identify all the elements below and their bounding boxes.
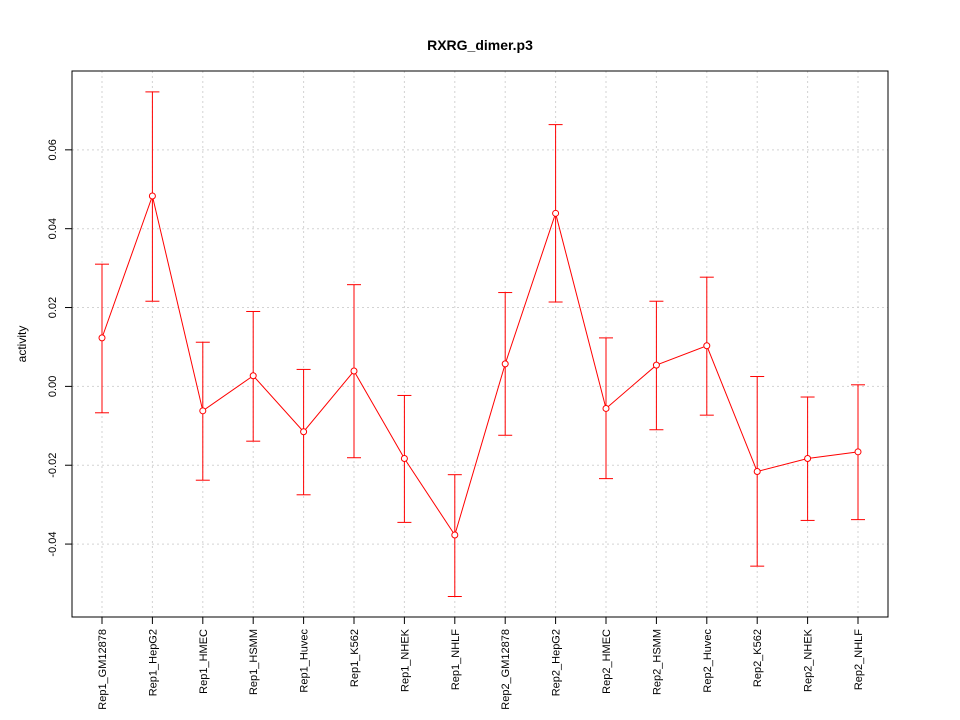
y-tick-label: 0.04 — [47, 218, 59, 239]
data-point — [400, 455, 408, 463]
data-point — [854, 448, 862, 456]
data-point — [300, 428, 308, 436]
y-tick-label: -0.04 — [47, 532, 59, 557]
data-point — [350, 367, 358, 375]
plot-frame — [71, 70, 889, 618]
x-tick-label: Rep1_NHLF — [450, 629, 462, 690]
y-axis-label: activity — [15, 326, 29, 363]
x-tick-label: Rep2_HSMM — [651, 629, 663, 695]
data-point — [703, 342, 711, 350]
data-point — [753, 468, 761, 476]
x-axis: Rep1_GM12878 Rep1_HepG2 Rep1_HMEC Rep1_HSMM… — [97, 617, 865, 710]
y-tick-label: 0.02 — [47, 297, 59, 318]
x-tick-label: Rep1_K562 — [349, 629, 361, 687]
y-tick-label: 0.00 — [47, 376, 59, 397]
x-tick-label: Rep2_Huvec — [702, 629, 714, 693]
x-tick-label: Rep2_NHLF — [853, 629, 865, 690]
data-point — [98, 334, 106, 342]
x-tick-label: Rep1_HMEC — [198, 629, 210, 694]
data-point — [148, 192, 156, 200]
y-tick-label: -0.02 — [47, 453, 59, 478]
x-tick-label: Rep1_Huvec — [299, 629, 311, 693]
x-tick-label: Rep2_NHEK — [803, 628, 815, 692]
data-point — [199, 407, 207, 415]
series — [95, 91, 865, 598]
data-point — [249, 372, 257, 380]
data-point — [501, 360, 509, 368]
y-tick-label: 0.06 — [47, 139, 59, 160]
data-point — [602, 404, 610, 412]
x-tick-label: Rep2_HMEC — [601, 629, 613, 694]
y-axis: -0.04 -0.02 0.00 0.02 0.04 0.06 — [47, 139, 72, 557]
x-tick-label: Rep1_NHEK — [399, 628, 411, 692]
x-tick-label: Rep2_HepG2 — [551, 629, 563, 696]
data-point — [652, 361, 660, 369]
x-tick-label: Rep1_HepG2 — [147, 629, 159, 696]
chart-title: RXRG_dimer.p3 — [427, 37, 533, 53]
x-tick-label: Rep1_GM12878 — [97, 629, 109, 710]
data-point — [552, 209, 560, 217]
x-tick-label: Rep2_K562 — [752, 629, 764, 687]
series-line — [101, 194, 859, 537]
grid — [72, 71, 888, 617]
data-point — [804, 455, 812, 463]
x-tick-label: Rep2_GM12878 — [500, 629, 512, 710]
x-tick-label: Rep1_HSMM — [248, 629, 260, 695]
data-point — [451, 531, 459, 539]
